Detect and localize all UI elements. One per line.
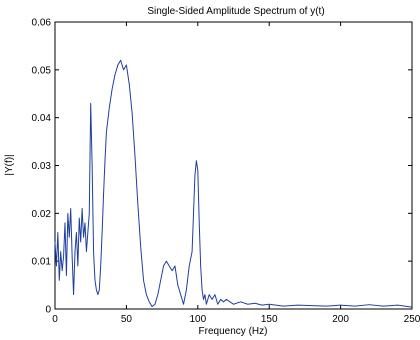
plot-area: [54, 21, 413, 310]
x-tick-label: 100: [189, 314, 206, 325]
x-tick-label: 50: [121, 314, 133, 325]
y-tick-label: 0.02: [32, 209, 52, 220]
y-tick-label: 0.05: [32, 65, 52, 76]
y-tick-label: 0: [45, 305, 51, 316]
y-tick-label: 0.06: [32, 18, 52, 29]
spectrum-line: [54, 59, 413, 308]
x-tick-label: 200: [332, 314, 349, 325]
chart-title: Single-Sided Amplitude Spectrum of y(t): [147, 6, 324, 17]
x-axis-ticks: 0 50 100 150 200 250: [52, 22, 420, 325]
y-tick-label: 0.01: [32, 257, 52, 268]
x-axis-label: Frequency (Hz): [199, 326, 268, 337]
y-axis-label: |Y(f)|: [4, 154, 15, 175]
y-tick-label: 0.03: [32, 161, 52, 172]
y-axis-ticks: 0 0.01 0.02 0.03 0.04 0.05 0.06: [32, 18, 412, 316]
x-tick-label: 250: [404, 314, 420, 325]
x-tick-label: 0: [52, 314, 58, 325]
series-layer: [54, 59, 413, 308]
x-tick-label: 150: [261, 314, 278, 325]
y-tick-label: 0.04: [32, 113, 52, 124]
